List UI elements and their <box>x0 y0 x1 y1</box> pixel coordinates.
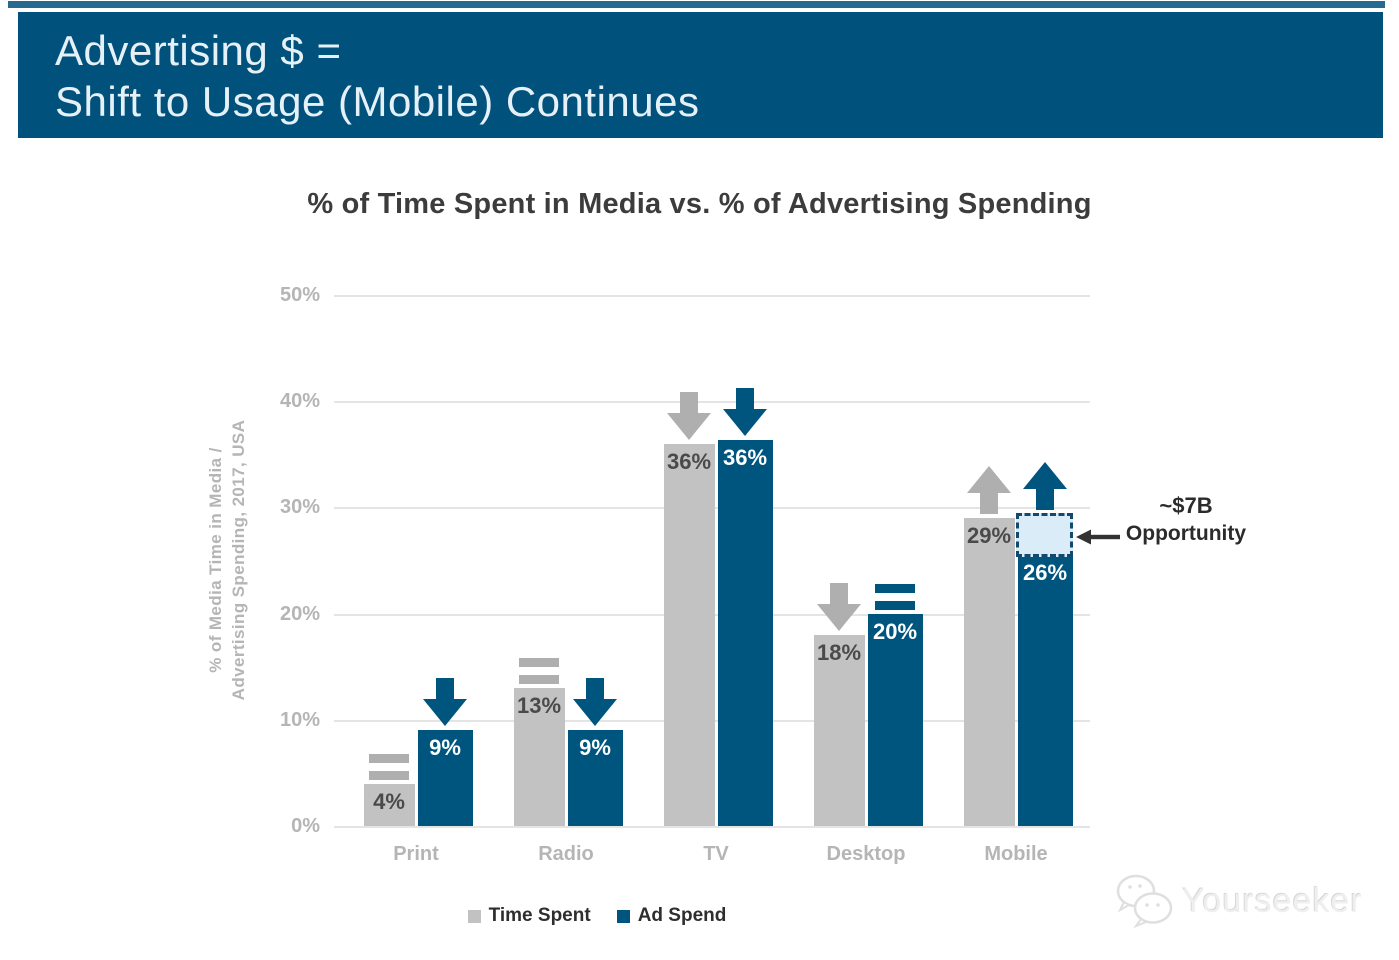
up-arrow-icon <box>967 466 1011 514</box>
bar-time-spent-tv <box>663 444 715 826</box>
legend-item-ad-spend: Ad Spend <box>616 905 727 927</box>
value-label-time-spent-tv: 36% <box>666 449 712 474</box>
category-label-desktop: Desktop <box>826 843 906 865</box>
y-tick-label-20: 20% <box>279 603 320 625</box>
watermark-text: Yourseeker <box>1182 881 1363 920</box>
value-label-ad-spend-radio: 9% <box>579 735 611 760</box>
value-label-ad-spend-tv: 36% <box>722 445 768 470</box>
value-label-ad-spend-desktop: 20% <box>872 619 918 644</box>
bar-ad-spend-desktop <box>867 614 923 826</box>
bar-ad-spend-radio <box>567 730 623 826</box>
bar-time-spent-desktop <box>813 635 865 826</box>
legend-label-time-spent: Time Spent <box>488 905 591 926</box>
down-arrow-icon <box>667 392 711 440</box>
opportunity-label: Opportunity <box>1125 522 1247 545</box>
up-arrow-icon <box>1023 462 1067 510</box>
bar-time-spent-radio <box>513 688 565 826</box>
legend-item-time-spent: Time Spent <box>467 905 591 927</box>
y-tick-label-30: 30% <box>279 496 320 518</box>
bar-ad-spend-print <box>417 730 473 826</box>
opportunity-gap-box <box>1016 513 1073 557</box>
bar-time-spent-print <box>363 784 415 826</box>
value-label-time-spent-radio: 13% <box>516 693 562 718</box>
down-arrow-icon <box>573 678 617 726</box>
opportunity-annotation: ~$7B Opportunity <box>1104 492 1268 547</box>
y-tick-label-50: 50% <box>279 284 320 306</box>
y-tick-label-10: 10% <box>279 709 320 731</box>
bar-time-spent-mobile <box>963 518 1015 826</box>
value-label-time-spent-desktop: 18% <box>816 640 862 665</box>
down-arrow-icon <box>723 388 767 436</box>
legend-label-ad-spend: Ad Spend <box>637 905 727 926</box>
bar-ad-spend-tv <box>717 440 773 826</box>
wechat-chat-bubbles-icon <box>1112 872 1176 930</box>
header-line-2: Shift to Usage (Mobile) Continues <box>55 78 700 125</box>
y-tick-label-40: 40% <box>279 390 320 412</box>
ad-spend-swatch-icon <box>616 909 630 923</box>
y-tick-label-0: 0% <box>291 815 320 837</box>
header-line-1: Advertising $ = <box>55 27 342 74</box>
left-arrow-icon <box>1076 528 1120 546</box>
gridline-50 <box>334 295 1090 297</box>
watermark: Yourseeker <box>1112 872 1363 930</box>
equals-icon <box>519 658 559 684</box>
category-label-mobile: Mobile <box>984 843 1048 865</box>
value-label-ad-spend-print: 9% <box>429 735 461 760</box>
category-label-tv: TV <box>703 843 729 865</box>
gridline-0 <box>334 826 1090 828</box>
time-spent-swatch-icon <box>467 909 481 923</box>
y-axis-label-line-1: % of Media Time in Media / <box>206 447 225 673</box>
equals-icon <box>875 584 915 610</box>
header-banner: Advertising $ = Shift to Usage (Mobile) … <box>18 12 1383 138</box>
bar-ad-spend-mobile <box>1017 550 1073 826</box>
chart-title: % of Time Spent in Media vs. % of Advert… <box>307 188 1092 220</box>
gridline-40 <box>334 401 1090 403</box>
equals-icon <box>369 754 409 780</box>
top-edge-strip <box>8 1 1385 8</box>
value-label-time-spent-mobile: 29% <box>966 523 1012 548</box>
down-arrow-icon <box>817 583 861 631</box>
down-arrow-icon <box>423 678 467 726</box>
legend: Time Spent Ad Spend <box>456 905 738 927</box>
value-label-time-spent-print: 4% <box>373 789 405 814</box>
value-label-ad-spend-mobile: 26% <box>1022 560 1068 585</box>
opportunity-amount: ~$7B <box>1159 493 1213 518</box>
category-label-radio: Radio <box>538 843 594 865</box>
category-label-print: Print <box>393 843 439 865</box>
